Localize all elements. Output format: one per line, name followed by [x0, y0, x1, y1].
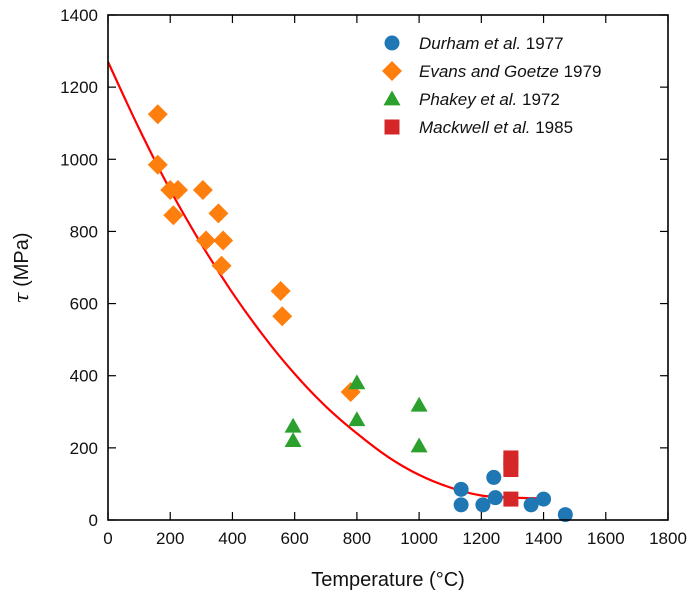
data-point — [557, 507, 573, 523]
data-point — [284, 417, 302, 433]
data-point — [272, 306, 293, 327]
series-triangle-group — [284, 374, 428, 453]
data-point — [536, 491, 552, 507]
x-tick-label: 1600 — [587, 529, 625, 548]
data-point — [348, 411, 366, 427]
legend-marker — [383, 90, 401, 106]
x-tick-label: 200 — [156, 529, 184, 548]
y-axis-unit: (MPa) — [11, 232, 33, 292]
y-tick-label: 400 — [70, 367, 98, 386]
series-circle-group — [453, 469, 573, 523]
legend-entry-italic: Mackwell et al. — [419, 118, 530, 137]
x-tick-label: 400 — [218, 529, 246, 548]
y-axis-label: τ (MPa) — [9, 232, 33, 303]
legend-entry-year: 1972 — [517, 90, 560, 109]
plot-frame — [107, 14, 669, 521]
legend-entry-year: 1979 — [559, 62, 602, 81]
data-point — [270, 280, 291, 301]
legend-entry-year: 1977 — [521, 34, 564, 53]
data-point — [453, 481, 469, 497]
legend-entry: Durham et al. 1977 — [419, 34, 564, 53]
y-tick-label: 800 — [70, 222, 98, 241]
data-point — [503, 491, 519, 507]
y-tick-label: 600 — [70, 295, 98, 314]
x-axis-label: Temperature (°C) — [311, 569, 465, 591]
y-tick-label: 200 — [70, 439, 98, 458]
data-point — [208, 203, 229, 224]
x-tick-label: 1800 — [649, 529, 687, 548]
data-points-layer — [147, 104, 573, 523]
data-point — [147, 154, 168, 175]
legend: Durham et al. 1977 Evans and Goetze 1979 P… — [382, 34, 601, 137]
data-point — [284, 432, 302, 448]
x-tick-label: 800 — [343, 529, 371, 548]
data-point — [486, 469, 502, 485]
legend-entry: Evans and Goetze 1979 — [419, 62, 601, 81]
data-point — [168, 179, 188, 200]
series-diamond-group — [147, 104, 361, 402]
data-point — [523, 497, 539, 513]
y-tick-label: 1000 — [60, 150, 98, 169]
x-tick-label: 600 — [280, 529, 308, 548]
y-axis-symbol: τ — [9, 292, 33, 304]
data-point — [348, 374, 366, 390]
x-tick-label: 1200 — [462, 529, 500, 548]
legend-entry-italic: Evans and Goetze — [419, 62, 559, 81]
legend-entry: Phakey et al. 1972 — [419, 90, 560, 109]
x-tick-label: 1400 — [525, 529, 563, 548]
data-point — [503, 462, 519, 477]
data-point — [410, 437, 428, 453]
data-point — [213, 230, 234, 251]
legend-marker — [382, 61, 402, 81]
axes: 0 200 400 600 800 1000 1200 1400 1600 1800 0 200 400… — [60, 6, 687, 548]
series-square-group — [503, 450, 519, 507]
data-point — [211, 255, 232, 276]
y-tick-label: 1400 — [60, 6, 98, 25]
data-point — [196, 230, 216, 251]
data-point — [192, 179, 213, 200]
legend-entry-italic: Phakey et al. — [419, 90, 517, 109]
legend-entry: Mackwell et al. 1985 — [419, 118, 573, 137]
x-tick-label: 1000 — [400, 529, 438, 548]
legend-entry-italic: Durham et al. — [419, 34, 521, 53]
data-point — [453, 497, 469, 513]
data-point — [163, 205, 184, 226]
data-point — [475, 497, 491, 513]
legend-marker — [384, 35, 400, 51]
y-tick-label: 1200 — [60, 78, 98, 97]
y-tick-label: 0 — [89, 511, 98, 530]
data-point — [410, 396, 428, 412]
x-tick-label: 0 — [103, 529, 112, 548]
legend-entry-year: 1985 — [530, 118, 573, 137]
data-point — [487, 490, 503, 506]
data-point — [147, 104, 168, 125]
legend-marker — [384, 119, 400, 135]
